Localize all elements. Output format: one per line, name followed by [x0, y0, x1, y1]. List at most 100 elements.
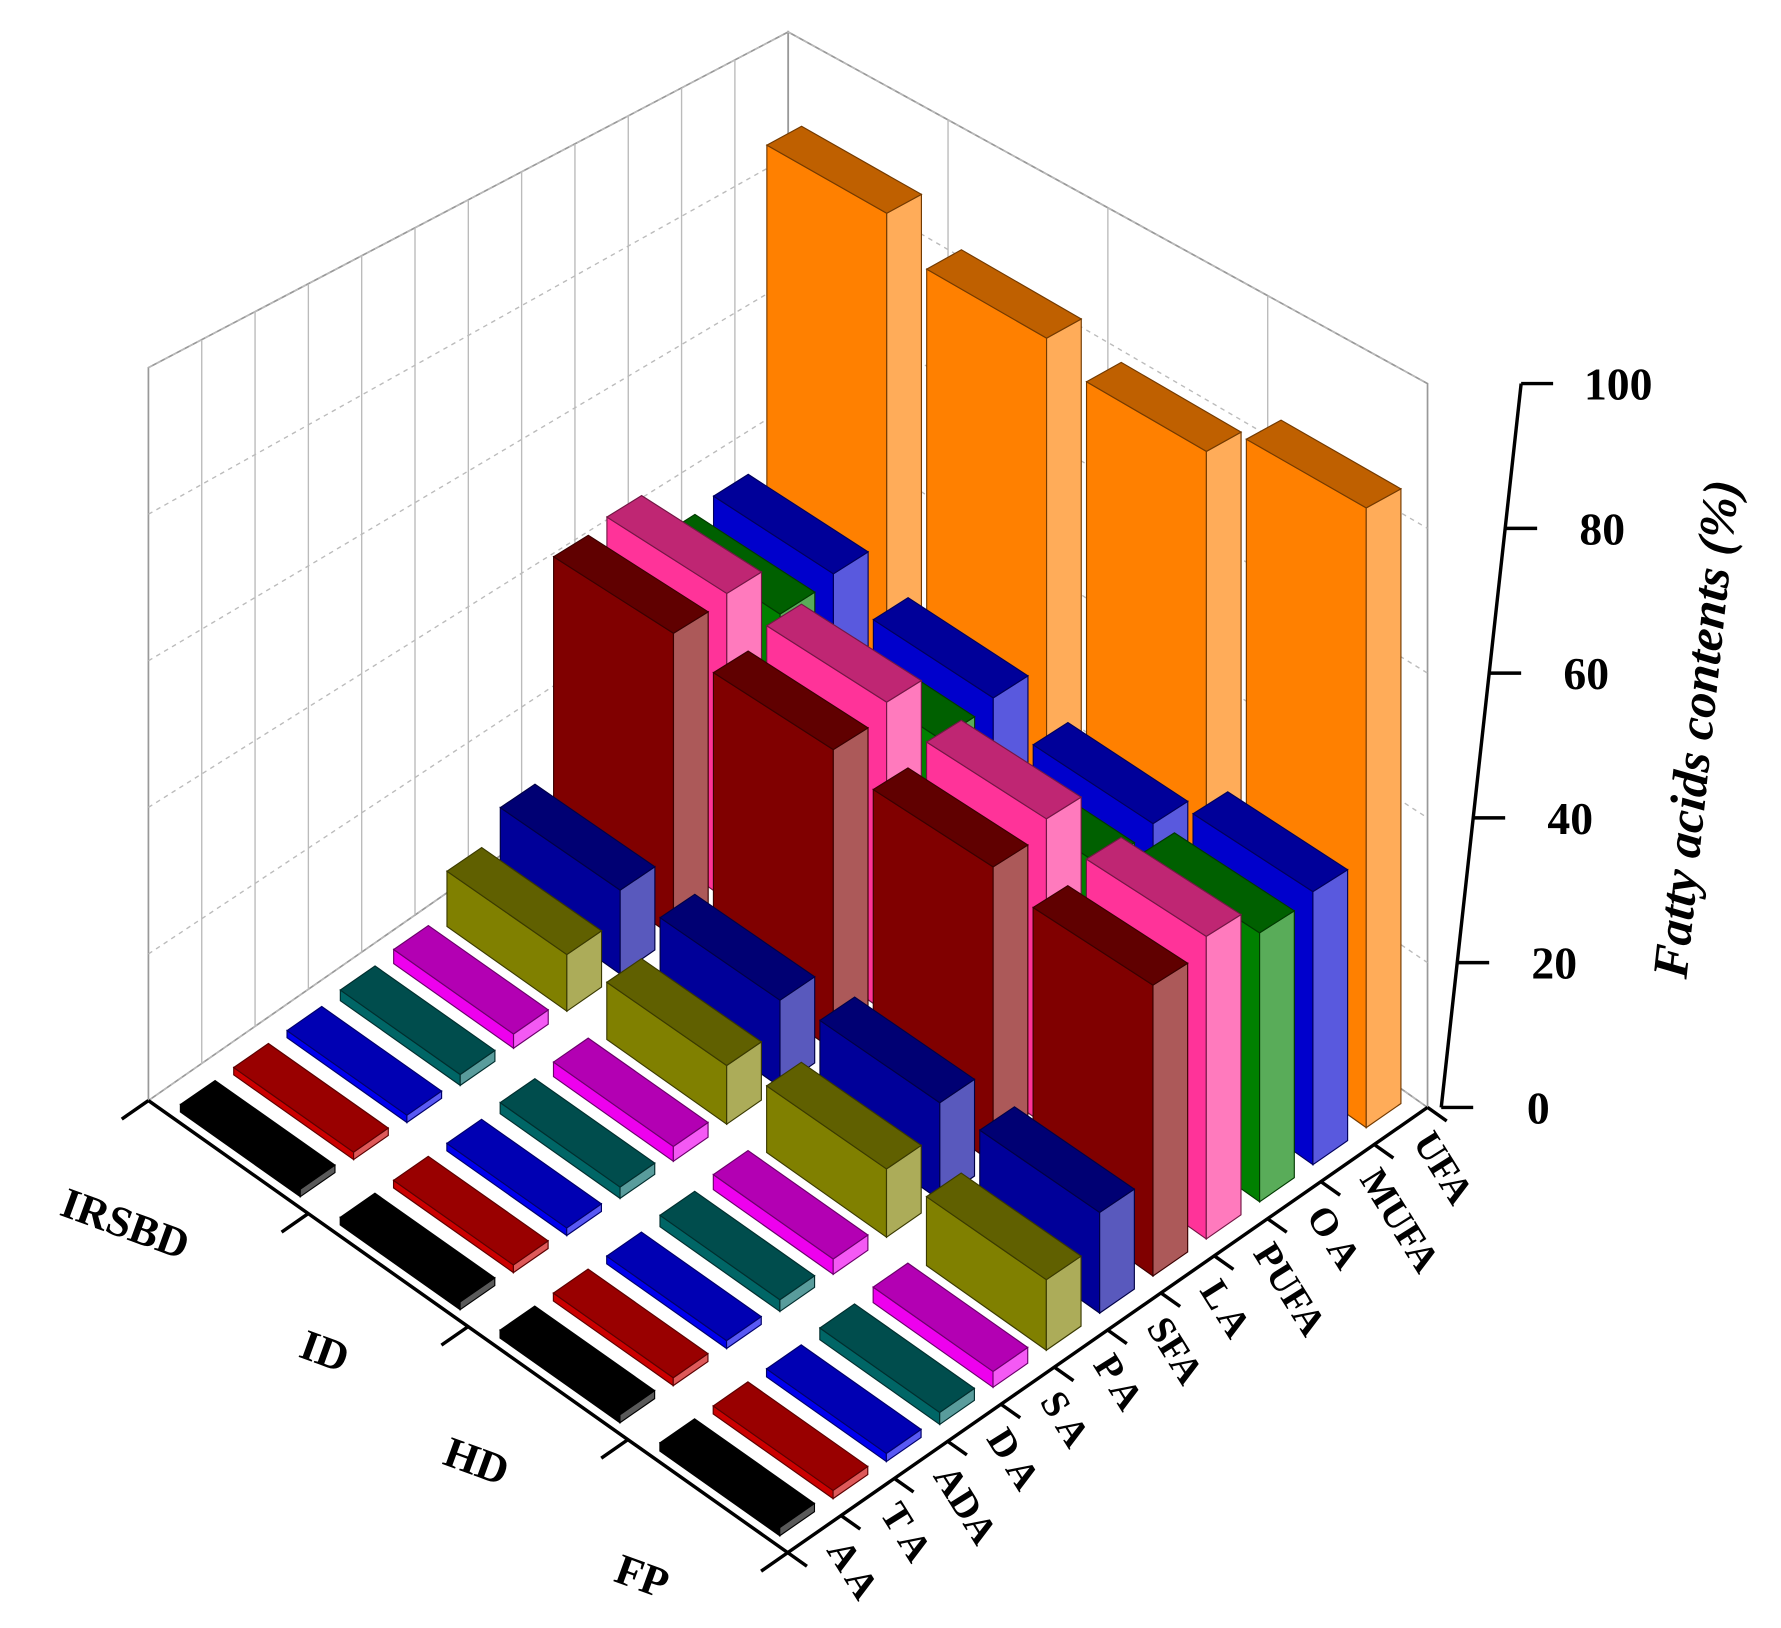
- bar-face: [552, 1037, 710, 1148]
- axis-tick: [946, 1439, 968, 1457]
- axis-tick: [1266, 1217, 1288, 1234]
- series-label: A A: [818, 1532, 887, 1607]
- bar-face: [765, 125, 923, 214]
- axis-tick: [1319, 1180, 1342, 1197]
- series-label: T A: [872, 1495, 941, 1569]
- bar-face: [659, 893, 816, 1001]
- bar: [339, 965, 496, 1087]
- bar: [712, 1381, 869, 1500]
- bar-face: [1032, 721, 1189, 825]
- bar-face: [392, 924, 550, 1035]
- bar-face: [499, 1305, 656, 1416]
- bar: [765, 1344, 923, 1463]
- axis-tick: [600, 1438, 629, 1460]
- z-tick-label: 20: [1531, 938, 1577, 989]
- bar-face: [1245, 419, 1403, 509]
- bar-face: [712, 1381, 869, 1492]
- bar-face: [712, 1149, 869, 1260]
- series-label: S A: [1031, 1384, 1098, 1455]
- bar: [872, 1262, 1029, 1389]
- bar: [286, 1005, 443, 1124]
- axis-tick: [1426, 1106, 1448, 1123]
- z-tick-label: 80: [1579, 503, 1625, 554]
- bar-face: [1312, 868, 1349, 1166]
- z-tick-label: 40: [1547, 793, 1593, 844]
- bar: [712, 650, 870, 1052]
- axis-tick: [1213, 1254, 1235, 1271]
- bar: [605, 957, 763, 1126]
- bar-face: [445, 846, 603, 956]
- bar-face: [339, 965, 496, 1076]
- axis-tick: [1106, 1328, 1128, 1345]
- series-label: D A: [978, 1421, 1048, 1498]
- series-label: O A: [1298, 1198, 1369, 1277]
- bar: [445, 1118, 603, 1237]
- bar-face: [1259, 909, 1295, 1203]
- bar-face: [605, 957, 763, 1067]
- bar-face: [1085, 836, 1243, 938]
- bar: [499, 1305, 656, 1424]
- category-label: IRSBD: [55, 1179, 196, 1269]
- axis-tick: [440, 1325, 470, 1347]
- bar-face: [765, 1061, 923, 1170]
- axis-tick: [1159, 1291, 1182, 1308]
- z-axis-title: Fatty acids contents (%): [1641, 477, 1749, 982]
- bar-face: [1085, 361, 1243, 453]
- bar-face: [925, 719, 1083, 820]
- bar-face: [499, 1077, 656, 1188]
- bar-face: [818, 996, 976, 1104]
- grid-line: [148, 31, 1428, 385]
- bar-face: [712, 650, 870, 751]
- category-label: ID: [294, 1321, 356, 1383]
- category-label: FP: [609, 1545, 675, 1608]
- bar-face: [605, 494, 763, 595]
- axis-tick: [1053, 1365, 1075, 1383]
- bar-face: [925, 1172, 1083, 1281]
- bar-face: [978, 1106, 1136, 1214]
- bar: [818, 1303, 976, 1426]
- bar-face: [605, 1231, 763, 1342]
- bar-face: [1205, 913, 1242, 1241]
- bar: [499, 1077, 656, 1200]
- bar-face: [1365, 487, 1402, 1129]
- bar: [392, 1155, 550, 1274]
- bar: [552, 1268, 709, 1387]
- bar-face: [765, 603, 923, 703]
- bar: [179, 1079, 336, 1198]
- category-label: HD: [438, 1428, 516, 1495]
- bar: [552, 1037, 710, 1163]
- series-label: L A: [1191, 1272, 1259, 1345]
- z-tick-label: 100: [1584, 359, 1652, 410]
- bar-face: [286, 1005, 443, 1116]
- bar-face: [765, 1344, 923, 1455]
- bar-face: [179, 1079, 336, 1190]
- bar-face: [818, 1303, 976, 1414]
- bar: [339, 1192, 496, 1311]
- bar: [605, 1231, 763, 1350]
- bar-face: [712, 473, 870, 575]
- axis-tick: [120, 1099, 150, 1121]
- axis-tick: [893, 1477, 915, 1494]
- series-label: SFA: [1138, 1309, 1212, 1392]
- bar-face: [1032, 885, 1189, 986]
- bar-face: [872, 1262, 1029, 1373]
- bar: [445, 846, 603, 1013]
- bar: [552, 534, 710, 939]
- bar: [232, 1042, 390, 1161]
- bar-face: [658, 1418, 816, 1529]
- bar-face: [445, 1118, 603, 1229]
- series-label: UFA: [1405, 1124, 1482, 1212]
- bar-face: [339, 1192, 496, 1303]
- axis-tick: [760, 1551, 789, 1573]
- z-tick-label: 0: [1527, 1082, 1550, 1133]
- series-label: ADA: [925, 1458, 1006, 1552]
- axis-tick: [1000, 1402, 1022, 1420]
- bar-face: [1152, 962, 1189, 1278]
- axis-tick: [840, 1514, 862, 1531]
- axis-tick: [280, 1212, 310, 1234]
- bar-face: [392, 1155, 550, 1266]
- bar-face: [872, 596, 1030, 699]
- axis-tick: [1373, 1143, 1395, 1160]
- bar: [925, 1172, 1083, 1352]
